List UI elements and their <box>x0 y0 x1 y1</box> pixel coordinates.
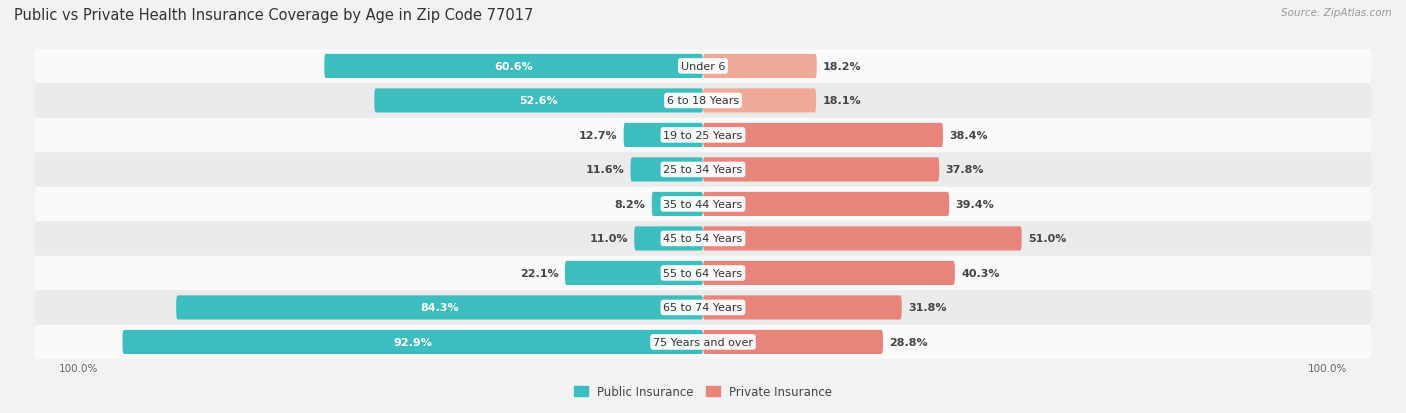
Text: 28.8%: 28.8% <box>889 337 928 347</box>
Text: 11.6%: 11.6% <box>585 165 624 175</box>
Text: 31.8%: 31.8% <box>908 303 946 313</box>
FancyBboxPatch shape <box>703 158 939 182</box>
FancyBboxPatch shape <box>630 158 703 182</box>
Text: 37.8%: 37.8% <box>945 165 984 175</box>
FancyBboxPatch shape <box>565 261 703 285</box>
Text: 40.3%: 40.3% <box>962 268 1000 278</box>
Text: 25 to 34 Years: 25 to 34 Years <box>664 165 742 175</box>
Text: 60.6%: 60.6% <box>495 62 533 72</box>
FancyBboxPatch shape <box>34 153 1372 187</box>
Text: 38.4%: 38.4% <box>949 131 988 140</box>
Text: 55 to 64 Years: 55 to 64 Years <box>664 268 742 278</box>
Text: 35 to 44 Years: 35 to 44 Years <box>664 199 742 209</box>
FancyBboxPatch shape <box>34 325 1372 359</box>
FancyBboxPatch shape <box>634 227 703 251</box>
FancyBboxPatch shape <box>176 296 703 320</box>
FancyBboxPatch shape <box>703 261 955 285</box>
FancyBboxPatch shape <box>34 84 1372 118</box>
FancyBboxPatch shape <box>703 227 1022 251</box>
FancyBboxPatch shape <box>703 330 883 354</box>
Text: 52.6%: 52.6% <box>519 96 558 106</box>
Text: Under 6: Under 6 <box>681 62 725 72</box>
FancyBboxPatch shape <box>703 296 901 320</box>
Text: Public vs Private Health Insurance Coverage by Age in Zip Code 77017: Public vs Private Health Insurance Cover… <box>14 8 533 23</box>
FancyBboxPatch shape <box>703 89 815 113</box>
Text: 51.0%: 51.0% <box>1028 234 1066 244</box>
Text: 18.2%: 18.2% <box>823 62 862 72</box>
FancyBboxPatch shape <box>703 123 943 147</box>
Text: 45 to 54 Years: 45 to 54 Years <box>664 234 742 244</box>
Legend: Public Insurance, Private Insurance: Public Insurance, Private Insurance <box>569 381 837 403</box>
FancyBboxPatch shape <box>703 55 817 79</box>
FancyBboxPatch shape <box>122 330 703 354</box>
FancyBboxPatch shape <box>34 256 1372 290</box>
FancyBboxPatch shape <box>624 123 703 147</box>
Text: 92.9%: 92.9% <box>394 337 432 347</box>
FancyBboxPatch shape <box>34 119 1372 152</box>
Text: 18.1%: 18.1% <box>823 96 860 106</box>
Text: 12.7%: 12.7% <box>579 131 617 140</box>
Text: 84.3%: 84.3% <box>420 303 458 313</box>
FancyBboxPatch shape <box>34 188 1372 221</box>
FancyBboxPatch shape <box>34 291 1372 325</box>
Text: 6 to 18 Years: 6 to 18 Years <box>666 96 740 106</box>
FancyBboxPatch shape <box>652 192 703 216</box>
Text: Source: ZipAtlas.com: Source: ZipAtlas.com <box>1281 8 1392 18</box>
Text: 39.4%: 39.4% <box>956 199 994 209</box>
FancyBboxPatch shape <box>703 192 949 216</box>
FancyBboxPatch shape <box>34 222 1372 256</box>
Text: 11.0%: 11.0% <box>589 234 628 244</box>
Text: 65 to 74 Years: 65 to 74 Years <box>664 303 742 313</box>
FancyBboxPatch shape <box>325 55 703 79</box>
Text: 22.1%: 22.1% <box>520 268 558 278</box>
Text: 75 Years and over: 75 Years and over <box>652 337 754 347</box>
FancyBboxPatch shape <box>374 89 703 113</box>
Text: 8.2%: 8.2% <box>614 199 645 209</box>
Text: 19 to 25 Years: 19 to 25 Years <box>664 131 742 140</box>
FancyBboxPatch shape <box>34 50 1372 84</box>
